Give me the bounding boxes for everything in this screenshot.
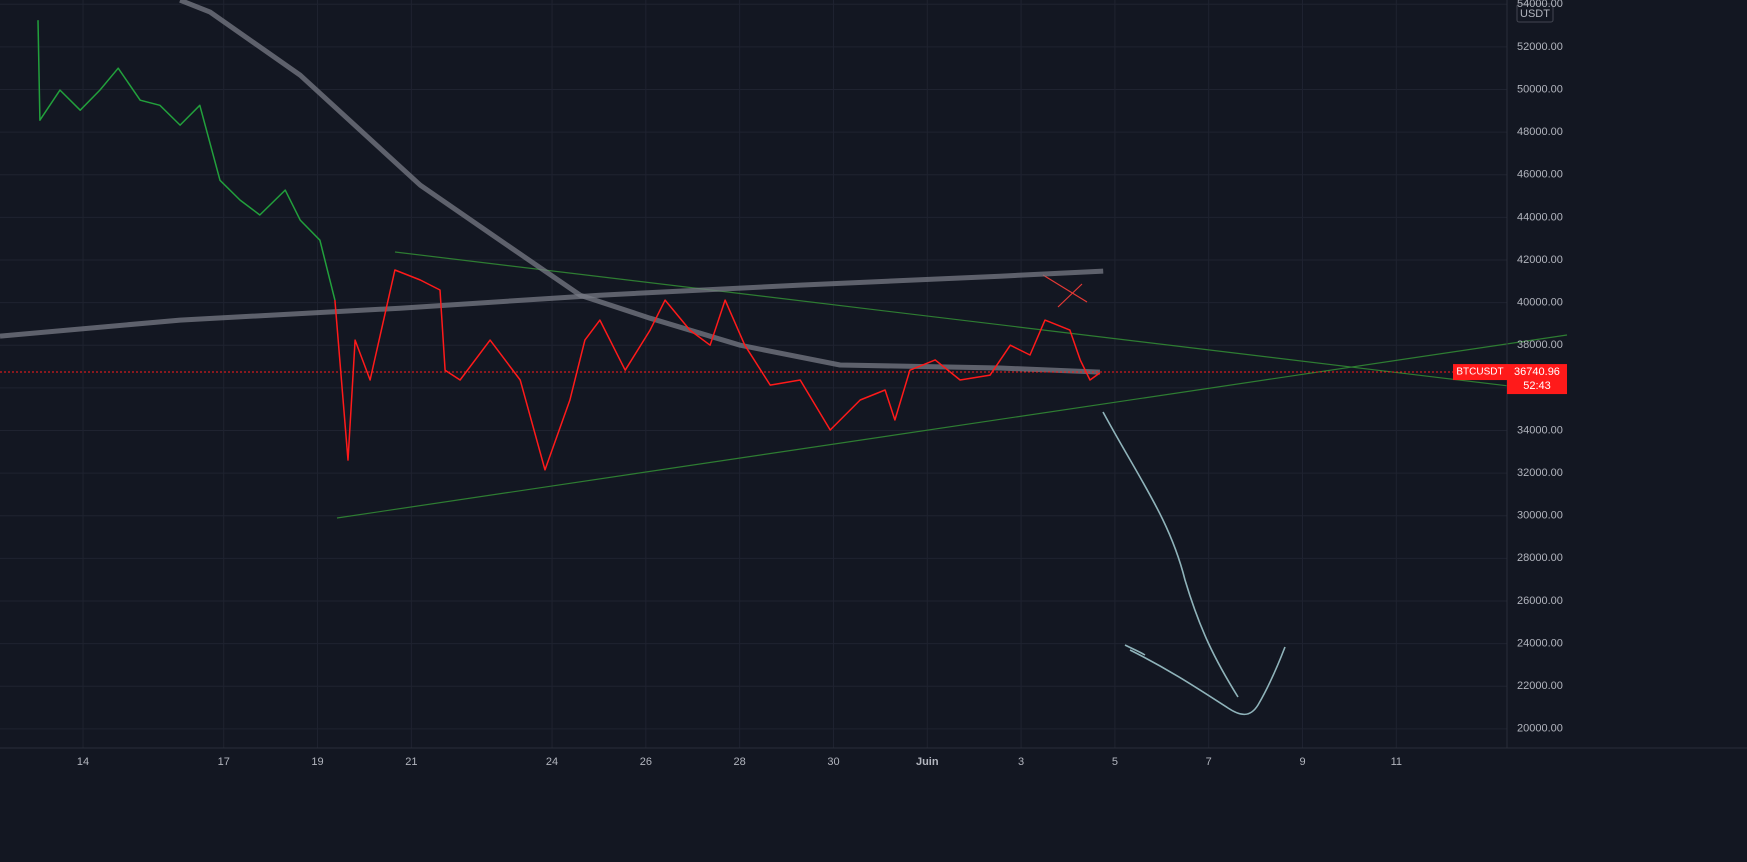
freehand-arrow	[1124, 644, 1286, 716]
y-tick-label: 32000.00	[1517, 467, 1563, 479]
series-line	[334, 269, 1101, 471]
x-tick-label: 14	[77, 756, 89, 768]
price-box	[1507, 364, 1567, 395]
x-tick-label: 28	[734, 756, 746, 768]
series-line	[0, 268, 1104, 339]
symbol-label: BTCUSDT	[1456, 367, 1503, 378]
freehand-arrow	[1102, 411, 1239, 698]
x-tick-label: 3	[1018, 756, 1024, 768]
y-tick-label: 50000.00	[1517, 83, 1563, 95]
countdown-label: 52:43	[1523, 380, 1551, 392]
x-tick-label: 5	[1112, 756, 1118, 768]
grid	[0, 0, 1507, 748]
x-tick-label: 21	[405, 756, 417, 768]
x-tick-label: 11	[1391, 756, 1402, 768]
x-tick-label: 26	[640, 756, 652, 768]
y-tick-label: 26000.00	[1517, 595, 1563, 607]
axes: 20000.00 22000.00 24000.00 26000.00 28000.00…	[77, 0, 1567, 768]
trendline	[394, 251, 1568, 394]
x-tick-label: 19	[311, 756, 323, 768]
y-tick-label: 54000.00	[1517, 0, 1563, 10]
trendline	[336, 334, 1568, 519]
x-tick-label: Juin	[916, 756, 939, 768]
series-line	[179, 0, 1101, 375]
x-tick-label: 30	[827, 756, 839, 768]
y-tick-label: 42000.00	[1517, 254, 1563, 266]
x-tick-label: 9	[1299, 756, 1305, 768]
y-tick-label: 52000.00	[1517, 41, 1563, 53]
y-tick-label: 38000.00	[1517, 339, 1563, 351]
y-tick-label: 24000.00	[1517, 637, 1563, 649]
y-tick-label: 22000.00	[1517, 680, 1563, 692]
y-tick-label: 40000.00	[1517, 297, 1563, 309]
drawings	[336, 251, 1568, 716]
series-line	[37, 20, 336, 301]
currency-box	[1516, 3, 1554, 23]
y-tick-label: 44000.00	[1517, 211, 1563, 223]
y-tick-label: 28000.00	[1517, 552, 1563, 564]
symbol-box	[1453, 364, 1507, 381]
y-tick-label: 20000.00	[1517, 723, 1563, 735]
cross-mark	[1057, 283, 1083, 308]
x-tick-label: 17	[218, 756, 230, 768]
x-tick-label: 7	[1206, 756, 1212, 768]
y-tick-label: 46000.00	[1517, 169, 1563, 181]
cross-mark	[1042, 274, 1088, 303]
y-tick-label: 34000.00	[1517, 424, 1563, 436]
y-tick-label: 30000.00	[1517, 510, 1563, 522]
y-tick-label: 48000.00	[1517, 126, 1563, 138]
x-tick-label: 24	[546, 756, 558, 768]
series	[0, 0, 1507, 471]
last-price-label: 36740.96	[1514, 366, 1560, 378]
currency: USDT	[1520, 8, 1550, 20]
